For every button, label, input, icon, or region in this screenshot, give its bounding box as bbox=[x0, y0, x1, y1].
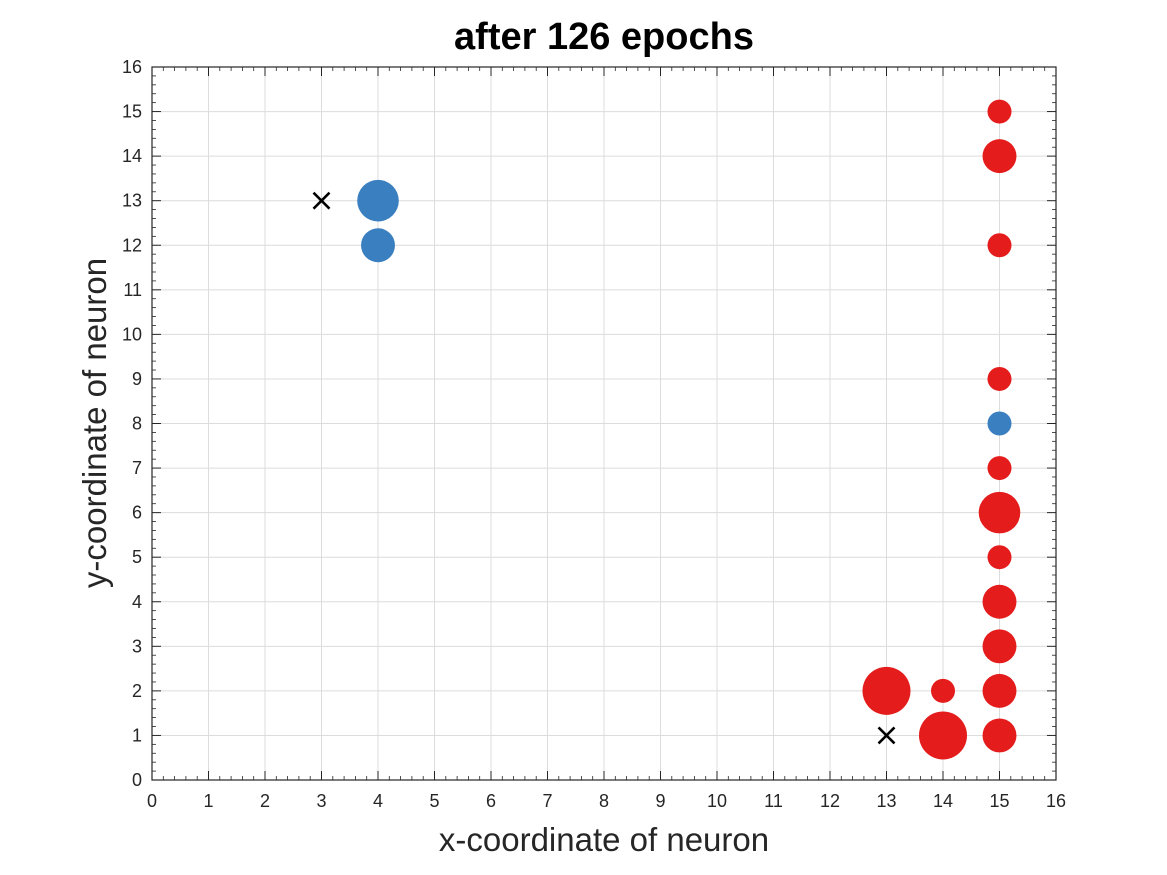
y-tick-label: 4 bbox=[132, 592, 142, 612]
chart-title: after 126 epochs bbox=[454, 16, 754, 58]
x-tick-label: 4 bbox=[373, 791, 383, 811]
data-point-red bbox=[931, 678, 955, 703]
x-tick-label: 6 bbox=[486, 791, 496, 811]
data-point-red bbox=[919, 711, 967, 760]
y-tick-label: 5 bbox=[132, 547, 142, 567]
minor-ticks bbox=[152, 67, 1056, 780]
x-tick-label: 16 bbox=[1046, 791, 1066, 811]
center-marker bbox=[877, 726, 896, 745]
x-tick-label: 2 bbox=[260, 791, 270, 811]
x-tick-label: 8 bbox=[599, 791, 609, 811]
center-marker-stroke bbox=[877, 726, 896, 745]
y-axis-label: y-coordinate of neuron bbox=[76, 258, 113, 588]
x-tick-label: 13 bbox=[876, 791, 896, 811]
y-tick-label: 16 bbox=[122, 57, 142, 77]
data-point-red bbox=[982, 718, 1017, 753]
y-tick-label: 11 bbox=[123, 280, 142, 300]
data-point-red bbox=[982, 629, 1017, 664]
x-tick-label: 15 bbox=[989, 791, 1009, 811]
y-tick-label: 14 bbox=[122, 146, 142, 166]
plot-area-border bbox=[151, 66, 1057, 781]
center-markers bbox=[312, 191, 896, 745]
data-point-red bbox=[982, 584, 1017, 619]
x-axis-label: x-coordinate of neuron bbox=[439, 821, 769, 858]
data-point-red bbox=[987, 233, 1012, 258]
y-tick-label: 12 bbox=[122, 235, 142, 255]
x-tick-label: 12 bbox=[820, 791, 840, 811]
x-tick-label: 3 bbox=[316, 791, 326, 811]
x-tick-label: 10 bbox=[707, 791, 727, 811]
y-tick-label: 1 bbox=[132, 725, 142, 745]
y-tick-label: 2 bbox=[132, 681, 142, 701]
x-tick-label: 0 bbox=[147, 791, 157, 811]
y-tick-label: 9 bbox=[132, 369, 142, 389]
data-point-red bbox=[982, 139, 1017, 174]
x-tick-label: 1 bbox=[203, 791, 213, 811]
x-tick-label: 5 bbox=[429, 791, 439, 811]
x-tick-label: 7 bbox=[542, 791, 552, 811]
data-point-red bbox=[987, 456, 1012, 481]
y-tick-label: 7 bbox=[132, 458, 142, 478]
x-tick-labels: 0 1 2 3 4 5 6 7 8 9 10 11 12 13 14 15 16 bbox=[147, 791, 1066, 811]
data-point-red bbox=[987, 99, 1012, 124]
data-point-red bbox=[862, 666, 911, 715]
data-point-blue bbox=[357, 179, 399, 222]
y-tick-label: 13 bbox=[122, 191, 142, 211]
grid-lines bbox=[151, 66, 1057, 781]
center-marker-stroke bbox=[312, 191, 331, 210]
y-tick-label: 15 bbox=[122, 102, 142, 122]
data-point-red bbox=[987, 545, 1012, 570]
center-marker bbox=[312, 191, 331, 210]
data-point-blue bbox=[987, 411, 1012, 436]
data-point-red bbox=[987, 366, 1012, 391]
y-tick-label: 0 bbox=[132, 770, 142, 790]
x-tick-label: 11 bbox=[764, 791, 783, 811]
y-tick-label: 6 bbox=[132, 503, 142, 523]
y-tick-label: 10 bbox=[122, 324, 142, 344]
data-points bbox=[357, 99, 1021, 760]
x-tick-label: 14 bbox=[933, 791, 953, 811]
x-tick-label: 9 bbox=[655, 791, 665, 811]
y-tick-label: 3 bbox=[132, 636, 142, 656]
y-tick-label: 8 bbox=[132, 414, 142, 434]
data-point-blue bbox=[361, 228, 395, 263]
data-point-red bbox=[978, 491, 1021, 534]
data-point-red bbox=[982, 673, 1017, 708]
